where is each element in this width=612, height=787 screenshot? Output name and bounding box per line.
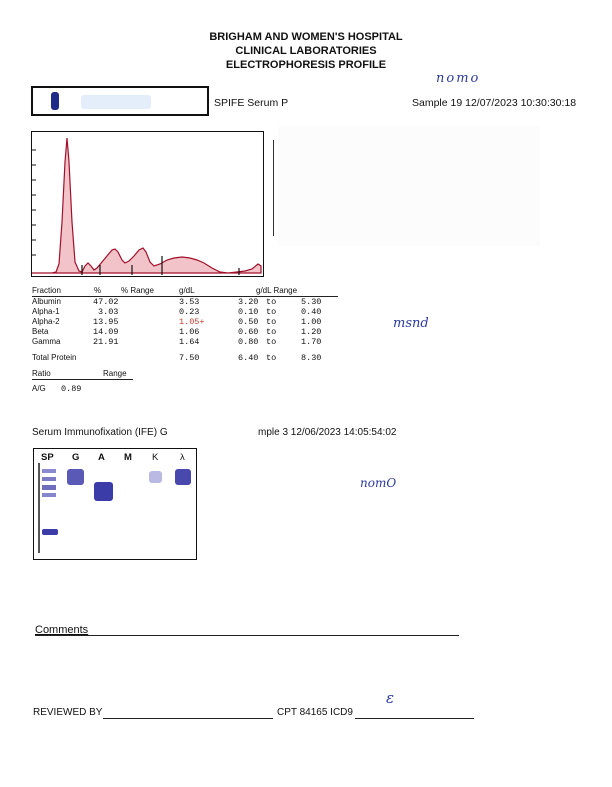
- trace-area: [32, 137, 262, 274]
- fraction-pct: 14.09: [93, 327, 119, 337]
- total-protein-high: 8.30: [301, 353, 322, 363]
- total-protein-to: to: [266, 353, 277, 363]
- handwritten-note-middle: msnd: [393, 316, 429, 331]
- redaction: [170, 408, 262, 448]
- fraction-name: Albumin: [32, 297, 61, 306]
- lane-label-m: M: [124, 452, 132, 463]
- fraction-to: to: [266, 327, 277, 337]
- fraction-high: 1.70: [301, 337, 322, 347]
- icd9-line: [355, 718, 474, 719]
- spife-sample-info: Sample 19 12/07/2023 10:30:30:18: [412, 97, 577, 109]
- sp-albumin-band: [42, 529, 58, 535]
- sp-band: [42, 477, 56, 481]
- ratio-header: Ratio Range: [32, 370, 133, 380]
- col-pct-range: % Range: [121, 286, 154, 295]
- fraction-low: 0.10: [238, 307, 259, 317]
- fraction-low: 0.50: [238, 317, 259, 327]
- handwritten-initial: ε: [386, 689, 395, 707]
- y-axis-ticks: [32, 149, 36, 256]
- electropherogram: [31, 131, 264, 277]
- fraction-gdl: 3.53: [179, 297, 200, 307]
- fraction-pct: 21.91: [93, 337, 119, 347]
- ratio-value: 0.89: [61, 384, 82, 394]
- reviewed-by-line: [103, 718, 273, 719]
- gel-edge: [38, 463, 40, 553]
- sp-band: [42, 493, 56, 497]
- reviewed-by-label: REVIEWED BY: [33, 707, 103, 718]
- fraction-rows: Albumin 47.02 3.53 3.20 to 5.30 Alpha-1 …: [32, 297, 338, 348]
- fraction-gdl-flagged: 1.05+: [179, 317, 205, 327]
- fraction-high: 0.40: [301, 307, 322, 317]
- lane-label-kappa: K: [152, 452, 159, 463]
- redacted-region: [278, 126, 540, 246]
- fraction-name: Beta: [32, 327, 49, 336]
- fraction-low: 0.80: [238, 337, 259, 347]
- sp-band: [42, 469, 56, 473]
- fraction-name: Alpha-1: [32, 307, 60, 316]
- fraction-gdl: 1.06: [179, 327, 200, 337]
- fraction-gdl: 1.64: [179, 337, 200, 347]
- fraction-high: 1.20: [301, 327, 322, 337]
- fraction-pct: 47.02: [93, 297, 119, 307]
- scale-marks: [271, 140, 275, 248]
- fraction-gdl: 0.23: [179, 307, 200, 317]
- hospital-name: BRIGHAM AND WOMEN'S HOSPITAL: [209, 31, 403, 43]
- fraction-to: to: [266, 337, 277, 347]
- table-header-row: Fraction % % Range g/dL g/dL Range: [32, 287, 338, 297]
- redacted-patient-info: [81, 95, 151, 109]
- cpt-code: CPT 84165 ICD9: [277, 707, 353, 718]
- handwritten-note-ife: nomO: [360, 476, 397, 490]
- col-pct: %: [94, 286, 102, 295]
- ratio-name: A/G: [32, 384, 46, 393]
- ife-gel: SP G A M K λ: [33, 448, 197, 560]
- lab-name: CLINICAL LABORATORIES: [235, 45, 377, 57]
- comments-line: [35, 635, 459, 636]
- fraction-to: to: [266, 297, 277, 307]
- fraction-dividers: [81, 256, 240, 275]
- ife-title-prefix: Serum Immunofixation (IFE) G: [32, 427, 168, 438]
- redaction: [288, 94, 414, 112]
- fraction-low: 0.60: [238, 327, 259, 337]
- fraction-to: to: [266, 317, 277, 327]
- total-protein-gdl: 7.50: [179, 353, 200, 363]
- ratio-range-label: Range: [103, 369, 127, 378]
- a-band: [94, 482, 113, 501]
- spife-prefix: SPIFE Serum P: [214, 97, 289, 109]
- fraction-high: 1.00: [301, 317, 322, 327]
- ife-title-suffix: mple 3 12/06/2023 14:05:54:02: [258, 427, 397, 438]
- total-protein-label: Total Protein: [32, 353, 77, 362]
- ratio-label: Ratio: [32, 369, 51, 378]
- lane-label-a: A: [98, 452, 105, 463]
- col-gdl: g/dL: [179, 286, 195, 295]
- kappa-band: [149, 471, 162, 483]
- fraction-pct: 13.95: [93, 317, 119, 327]
- fraction-pct: 3.03: [98, 307, 119, 317]
- col-fraction: Fraction: [32, 286, 61, 295]
- fraction-name: Gamma: [32, 337, 61, 346]
- fraction-name: Alpha-2: [32, 317, 60, 326]
- fraction-to: to: [266, 307, 277, 317]
- comments-label: Comments: [35, 624, 89, 636]
- total-protein-low: 6.40: [238, 353, 259, 363]
- handwritten-note-top: nomo: [436, 71, 481, 86]
- patient-id-box: [31, 86, 209, 116]
- g-band: [67, 469, 84, 485]
- lambda-band: [175, 469, 191, 485]
- sp-band: [42, 485, 56, 490]
- lane-label-sp: SP: [41, 452, 54, 463]
- barcode-mark-icon: [51, 92, 59, 110]
- lane-label-g: G: [72, 452, 80, 463]
- col-gdl-range: g/dL Range: [256, 286, 298, 295]
- lane-label-lambda: λ: [180, 452, 185, 463]
- report-title: ELECTROPHORESIS PROFILE: [225, 59, 387, 71]
- fraction-low: 3.20: [238, 297, 259, 307]
- fraction-high: 5.30: [301, 297, 322, 307]
- trace-svg: [32, 137, 262, 275]
